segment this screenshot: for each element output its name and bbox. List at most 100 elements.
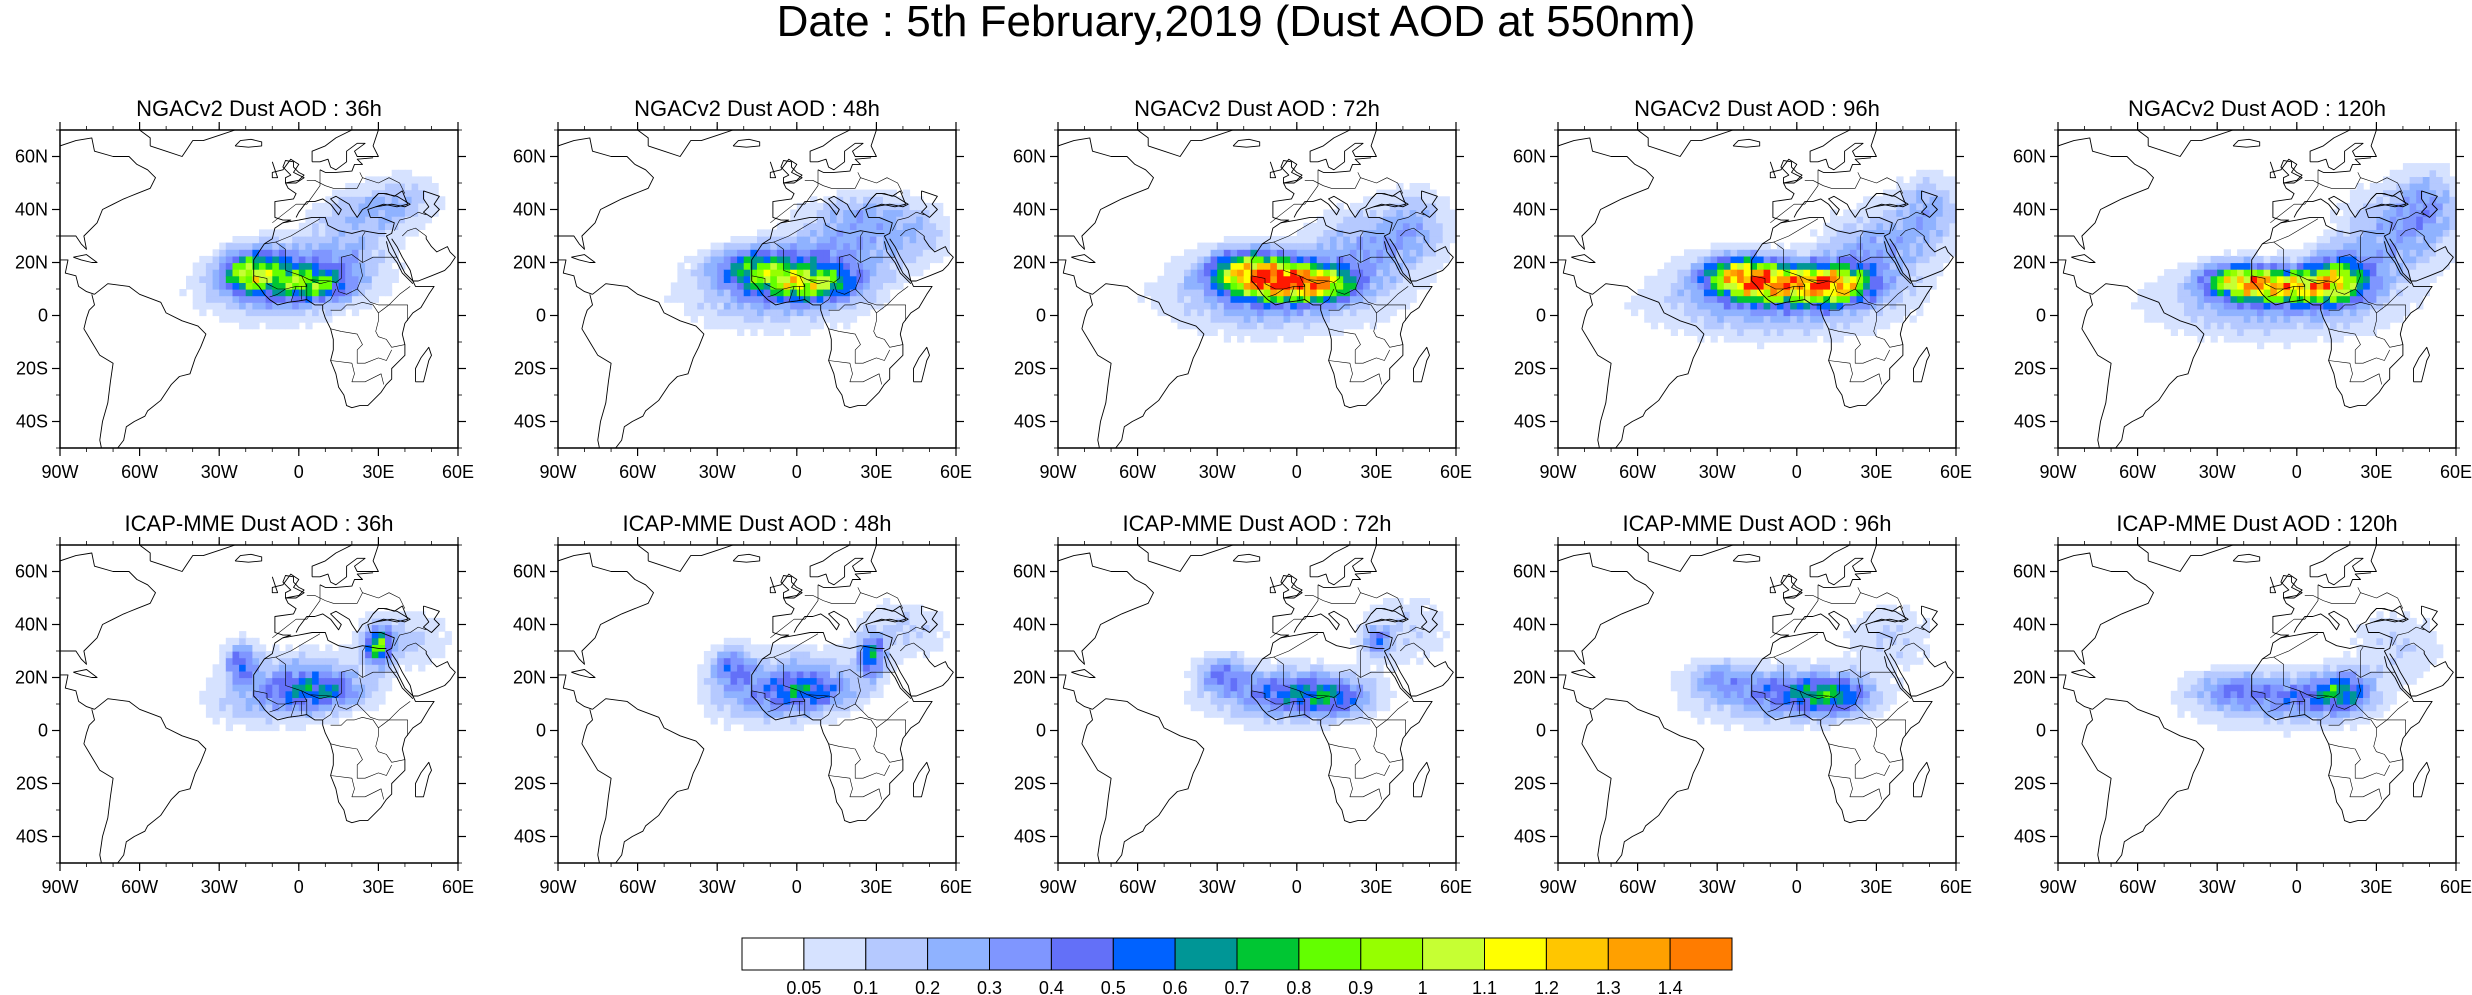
country-border	[1762, 633, 1819, 660]
country-border	[1376, 304, 1406, 321]
country-border	[1767, 275, 1806, 298]
country-border	[272, 169, 321, 224]
panel-title: NGACv2 Dust AOD : 48h	[634, 96, 880, 121]
country-border	[1762, 218, 1819, 245]
lat-tick-label: 40S	[16, 827, 48, 847]
lon-tick-label: 60W	[1619, 877, 1656, 897]
country-border	[2270, 169, 2319, 224]
colorbar-label: 0.9	[1348, 978, 1373, 995]
country-border	[860, 592, 904, 609]
coastline	[1780, 160, 1803, 184]
lon-tick-label: 60W	[121, 877, 158, 897]
panel-title: ICAP-MME Dust AOD : 120h	[2116, 511, 2397, 536]
country-border	[2288, 701, 2295, 718]
lat-tick-label: 20S	[16, 774, 48, 794]
country-border	[1328, 360, 1382, 385]
lon-tick-label: 30W	[1199, 462, 1236, 482]
dust-aod-field	[2131, 163, 2456, 350]
country-border	[1392, 626, 1425, 646]
country-border	[1828, 360, 1882, 385]
lon-tick-label: 30E	[1860, 462, 1892, 482]
country-border	[330, 360, 384, 385]
coastline	[1280, 216, 1385, 234]
country-border	[1770, 169, 1819, 224]
lon-tick-label: 60E	[940, 462, 972, 482]
country-border	[1876, 304, 1906, 321]
lat-tick-label: 20N	[1013, 668, 1046, 688]
country-border	[1328, 743, 1390, 779]
coastline	[1389, 236, 1454, 282]
coastline	[1817, 572, 1872, 588]
coastline	[581, 698, 705, 863]
lat-tick-label: 40N	[1513, 200, 1546, 220]
coastline	[1637, 545, 1734, 572]
country-border	[788, 286, 795, 303]
coastline	[2383, 241, 2412, 285]
coastline	[1558, 674, 1593, 710]
coastline	[1913, 761, 1930, 798]
coastline	[60, 137, 156, 250]
country-border	[253, 690, 286, 705]
lat-tick-label: 20S	[514, 359, 546, 379]
coastline	[732, 138, 761, 148]
coastline	[372, 190, 409, 208]
lat-tick-label: 60N	[513, 147, 546, 167]
coastline	[2058, 674, 2093, 710]
panel-title: ICAP-MME Dust AOD : 48h	[623, 511, 892, 536]
country-border	[1320, 703, 1335, 721]
lon-tick-label: 90W	[41, 877, 78, 897]
lat-tick-label: 40N	[1013, 615, 1046, 635]
country-border	[1307, 694, 1329, 700]
country-border	[290, 701, 297, 718]
lat-tick-label: 40S	[1014, 412, 1046, 432]
country-border	[892, 626, 925, 646]
country-border	[854, 677, 861, 705]
coastline	[282, 216, 387, 234]
country-border	[2354, 677, 2361, 705]
coastline	[2232, 553, 2261, 563]
coastline	[1732, 138, 1761, 148]
lat-tick-label: 20N	[1513, 253, 1546, 273]
colorbar-label: 0.8	[1286, 978, 1311, 995]
coastline	[571, 254, 596, 263]
lon-tick-label: 60E	[2440, 877, 2472, 897]
colorbar-swatch	[1422, 937, 1485, 971]
coastline	[139, 545, 236, 572]
lon-tick-label: 60E	[2440, 462, 2472, 482]
coastline	[1558, 552, 1654, 665]
coastline	[2280, 632, 2385, 649]
coastline	[2370, 190, 2407, 208]
colorbar-swatch	[1360, 937, 1424, 971]
lat-tick-label: 60N	[2013, 147, 2046, 167]
map-panel-ngacv2-120h: NGACv2 Dust AOD : 120h 90W 60W 30W 0 30E 60E 60…	[2013, 96, 2472, 482]
lon-tick-label: 30E	[1360, 877, 1392, 897]
coastline	[2232, 138, 2261, 148]
coastline	[913, 761, 930, 798]
country-border	[1807, 279, 1829, 285]
coastline	[2317, 572, 2372, 588]
lon-tick-label: 60W	[1619, 462, 1656, 482]
lat-tick-label: 60N	[1513, 147, 1546, 167]
country-border	[2251, 690, 2284, 705]
country-border	[2304, 172, 2361, 189]
map-panel-icap-mme-120h: ICAP-MME Dust AOD : 120h 90W 60W 30W 0 30E 60E…	[2013, 511, 2472, 897]
country-border	[330, 328, 392, 364]
country-border	[860, 256, 895, 263]
country-border	[1376, 719, 1406, 736]
lat-tick-label: 60N	[15, 147, 48, 167]
colorbar-label: 0.2	[915, 978, 940, 995]
lon-tick-label: 30E	[362, 462, 394, 482]
coastline	[2280, 575, 2303, 599]
lat-tick-label: 0	[2036, 306, 2046, 326]
coastline	[1370, 190, 1407, 208]
country-border	[309, 694, 331, 700]
country-border	[1262, 218, 1319, 245]
country-border	[1860, 256, 1895, 263]
country-border	[2267, 690, 2306, 713]
colorbar-label: 0.5	[1101, 978, 1126, 995]
coastline	[889, 651, 954, 697]
country-border	[362, 256, 397, 263]
map-panel-icap-mme-72h: ICAP-MME Dust AOD : 72h 90W 60W 30W 0 30E 60E 6…	[1013, 511, 1472, 897]
country-border	[820, 703, 835, 721]
lon-tick-label: 30W	[201, 877, 238, 897]
